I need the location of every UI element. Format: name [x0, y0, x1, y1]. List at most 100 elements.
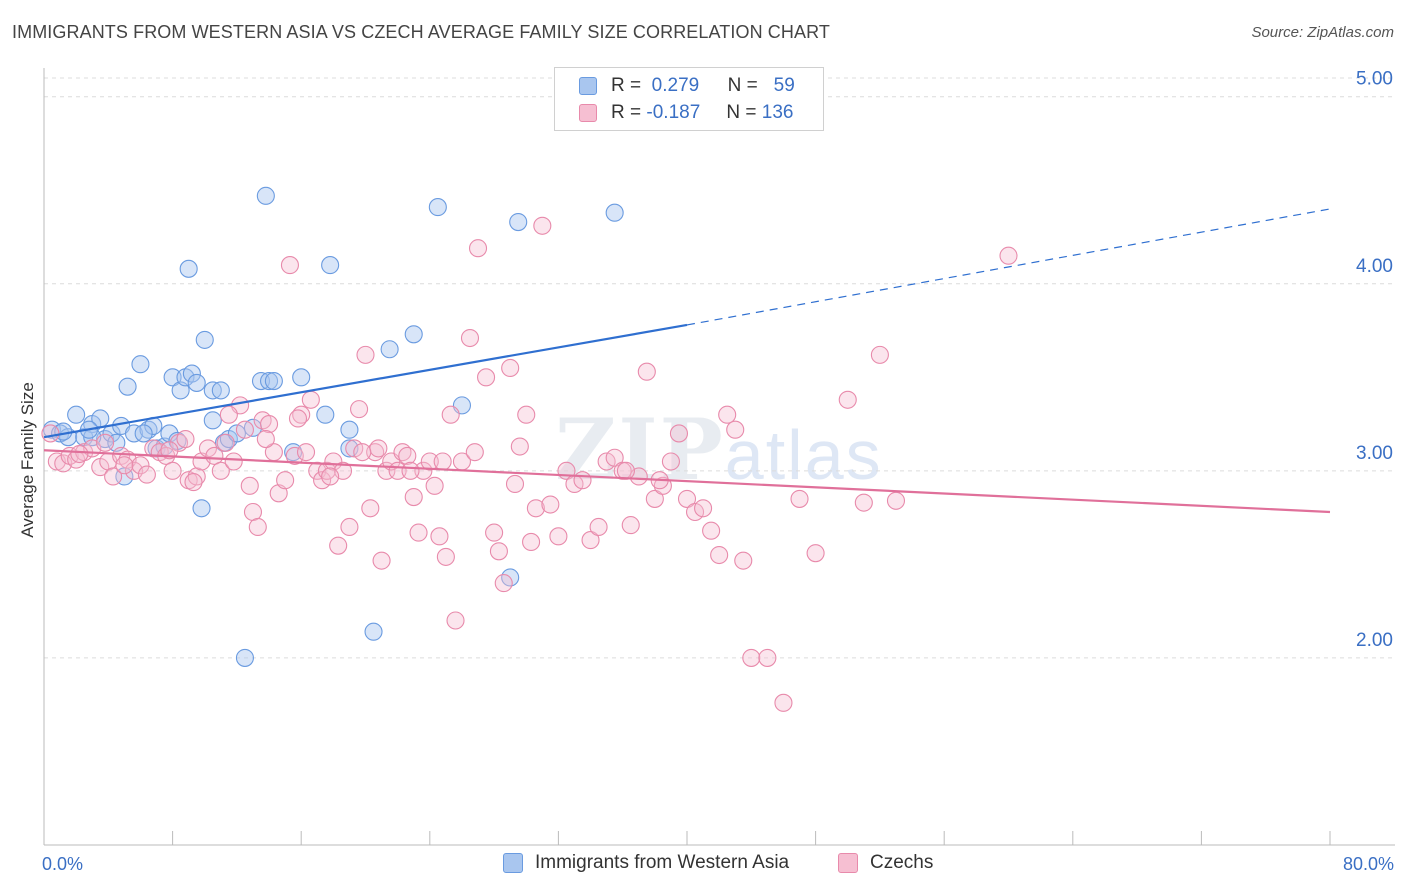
- point-western-asia: [321, 256, 340, 275]
- point-western-asia: [380, 340, 399, 359]
- point-czechs: [414, 461, 433, 480]
- legend-n-value: 136: [761, 102, 794, 123]
- point-czechs: [468, 239, 488, 258]
- point-czechs: [637, 362, 656, 381]
- legend-row-czechs: R = -0.187 N = 136: [579, 101, 793, 125]
- trend-line-western-asia: [43, 323, 688, 439]
- x-tick-label: 0.0%: [42, 854, 83, 874]
- point-czechs: [505, 474, 525, 493]
- point-czechs: [176, 430, 195, 449]
- point-czechs: [430, 527, 449, 546]
- point-czechs: [296, 443, 316, 462]
- point-western-asia: [203, 411, 222, 430]
- point-czechs: [240, 476, 259, 495]
- point-western-asia: [67, 405, 86, 424]
- legend-n-label: N =: [726, 102, 757, 123]
- point-czechs: [276, 471, 295, 490]
- point-czechs: [211, 461, 230, 480]
- point-czechs: [726, 420, 745, 439]
- trend-lines: [43, 208, 1331, 514]
- point-czechs: [581, 531, 600, 550]
- bottom-legend-label-western-asia: Immigrants from Western Asia: [535, 852, 790, 873]
- point-czechs: [288, 409, 308, 428]
- tick-labels: 2.00 3.00 4.00 5.00 0.0% 80.0%: [42, 69, 1394, 874]
- point-czechs: [854, 493, 873, 512]
- point-czechs: [256, 430, 275, 449]
- point-czechs: [285, 446, 304, 465]
- point-czechs: [70, 444, 89, 464]
- point-czechs: [838, 390, 857, 409]
- y-tick-label: 4.00: [1356, 256, 1393, 277]
- point-czechs: [224, 452, 243, 471]
- point-czechs: [541, 495, 560, 514]
- point-czechs: [501, 358, 520, 378]
- point-czechs: [163, 461, 182, 480]
- point-czechs: [886, 491, 906, 510]
- point-czechs: [317, 461, 336, 480]
- point-czechs: [621, 516, 640, 535]
- point-czechs: [522, 532, 541, 551]
- point-czechs: [301, 390, 320, 409]
- point-czechs: [216, 433, 235, 452]
- point-western-asia: [364, 622, 383, 641]
- point-western-asia: [163, 368, 182, 387]
- point-czechs: [653, 476, 672, 495]
- point-western-asia: [131, 355, 150, 374]
- point-western-asia: [195, 330, 214, 349]
- point-czechs: [526, 499, 545, 518]
- point-czechs: [510, 437, 529, 456]
- point-czechs: [446, 611, 465, 630]
- point-czechs: [436, 547, 455, 566]
- point-czechs: [329, 536, 348, 555]
- point-czechs: [533, 216, 552, 235]
- point-czechs: [356, 345, 375, 364]
- point-czechs: [353, 443, 372, 462]
- point-czechs: [870, 345, 889, 364]
- point-western-asia: [124, 424, 144, 443]
- legend-swatch-czechs: [579, 104, 597, 122]
- point-czechs: [718, 405, 737, 424]
- point-western-asia: [404, 325, 423, 344]
- point-czechs: [198, 439, 218, 458]
- point-czechs: [477, 368, 496, 387]
- point-western-asia: [182, 364, 201, 383]
- point-czechs: [616, 461, 635, 480]
- y-tick-label: 5.00: [1356, 69, 1393, 90]
- source-label: Source: ZipAtlas.com: [1251, 24, 1394, 41]
- point-czechs: [219, 405, 238, 424]
- y-tick-label: 2.00: [1356, 630, 1393, 651]
- point-western-asia: [179, 259, 198, 278]
- point-western-asia: [259, 372, 279, 391]
- point-czechs: [41, 424, 60, 443]
- point-czechs: [806, 544, 825, 563]
- point-czechs: [340, 517, 359, 537]
- point-czechs: [235, 420, 254, 439]
- point-czechs: [401, 461, 420, 480]
- point-western-asia: [316, 405, 335, 424]
- data-points: [41, 186, 1018, 712]
- point-czechs: [160, 441, 179, 460]
- point-western-asia: [256, 186, 275, 205]
- bottom-legend-label-czechs: Czechs: [870, 852, 934, 873]
- trend-line-czechs: [43, 449, 1331, 514]
- point-western-asia: [292, 368, 311, 387]
- point-czechs: [669, 424, 689, 443]
- point-western-asia: [509, 212, 528, 232]
- point-czechs: [758, 648, 777, 667]
- point-western-asia: [605, 203, 624, 222]
- point-czechs: [489, 542, 508, 561]
- x-tick-label: 80.0%: [1343, 854, 1394, 874]
- point-czechs: [248, 517, 267, 537]
- point-czechs: [605, 448, 624, 467]
- point-czechs: [243, 502, 263, 522]
- legend-row-western-asia: R = 0.279 N = 59: [579, 74, 795, 98]
- point-czechs: [790, 489, 809, 508]
- legend-swatch-western-asia: [579, 77, 597, 95]
- point-czechs: [549, 527, 568, 546]
- point-western-asia: [192, 499, 211, 518]
- legend-n-label: N =: [727, 75, 758, 96]
- correlation-legend: R = 0.279 N = 59 R = -0.187 N = 136: [554, 67, 824, 131]
- point-czechs: [517, 405, 536, 424]
- point-czechs: [702, 521, 721, 540]
